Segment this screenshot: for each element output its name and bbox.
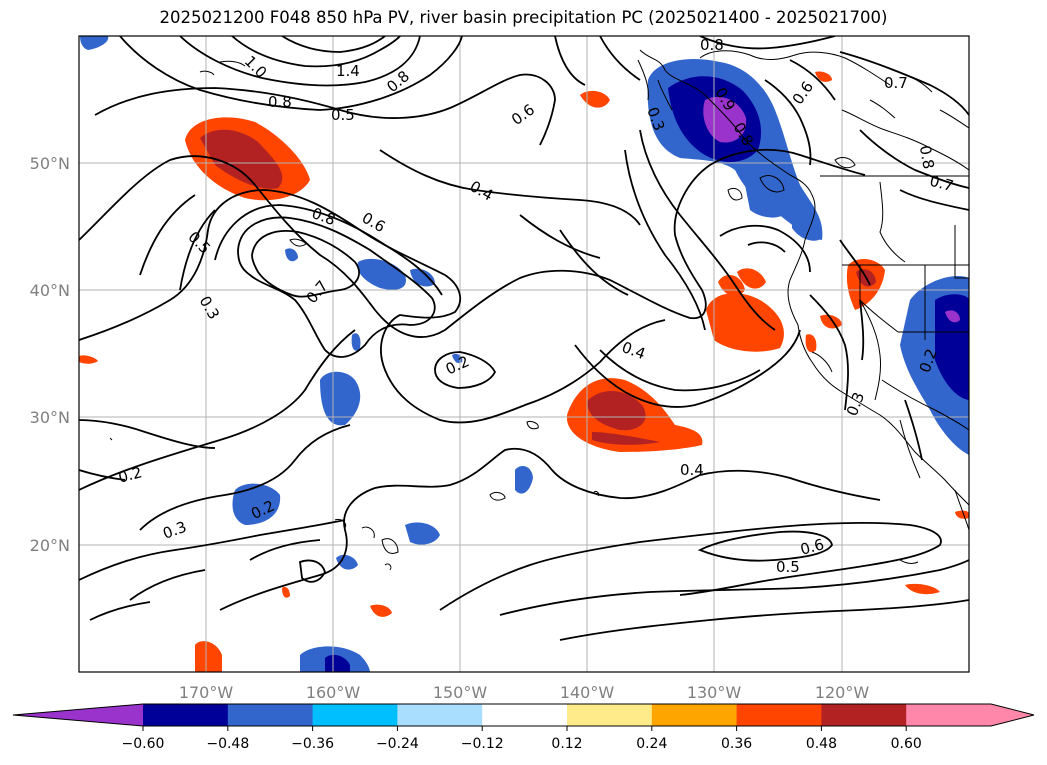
colorbar-segment	[821, 704, 907, 726]
lon-tick-label: 150°W	[433, 683, 488, 702]
colorbar-tick-label: 0.24	[636, 736, 667, 752]
map-frame	[78, 35, 970, 673]
colorbar-extend-low	[13, 704, 143, 726]
contour-label: 0.8	[916, 144, 938, 171]
colorbar-segment	[736, 704, 822, 726]
page-title: 2025021200 F048 850 hPa PV, river basin …	[159, 8, 888, 27]
contour-label: 0.8	[268, 93, 292, 111]
contour-label: 0.7	[884, 74, 908, 92]
colorbar-tick-label: −0.36	[291, 736, 334, 752]
colorbar-segment	[906, 704, 992, 726]
colorbar-tick-label: 0.60	[891, 736, 922, 752]
colorbar-segment	[651, 704, 738, 726]
lon-tick-label: 120°W	[815, 683, 870, 702]
colorbar-tick-label: −0.48	[206, 736, 249, 752]
lon-tick-label: 160°W	[306, 683, 361, 702]
colorbar-segment	[397, 704, 483, 726]
precip-field	[79, 36, 969, 672]
lat-tick-label: 50°N	[30, 154, 70, 173]
lat-tick-labels: 50°N 40°N 30°N 20°N	[30, 154, 70, 555]
colorbar-tick-label: −0.60	[122, 736, 165, 752]
contour-label: 0.5	[776, 558, 800, 576]
lon-tick-label: 130°W	[687, 683, 742, 702]
lon-tick-label: 170°W	[179, 683, 234, 702]
colorbar-tick-label: 0.12	[551, 736, 582, 752]
contour-label: 0.5	[331, 106, 355, 124]
lat-tick-label: 30°N	[30, 408, 70, 427]
pv-contours	[79, 36, 969, 641]
lon-tick-label: 140°W	[560, 683, 615, 702]
graticule	[79, 36, 969, 672]
colorbar-segment	[227, 704, 314, 726]
colorbar-segment	[482, 704, 568, 726]
colorbar-tick-label: −0.24	[376, 736, 419, 752]
colorbar-tick-label: 0.36	[721, 736, 752, 752]
contour-label: 0.4	[680, 461, 704, 479]
contour-label: 1.4	[336, 62, 360, 80]
lon-tick-labels: 170°W 160°W 150°W 140°W 130°W 120°W	[179, 683, 870, 702]
lat-tick-label: 40°N	[30, 281, 70, 300]
contour-label: 0.2	[116, 463, 144, 487]
contour-label: 0.8	[700, 36, 724, 54]
contour-label: 0.7	[928, 172, 956, 196]
contour-label: 0.6	[798, 535, 826, 559]
colorbar-segment	[312, 704, 398, 726]
colorbar-tick-label: −0.12	[461, 736, 504, 752]
colorbar-segment	[567, 704, 653, 726]
colorbar: −0.60 −0.48 −0.36 −0.24 −0.12 0.12 0.24 0.36 0.4…	[12, 703, 1035, 752]
colorbar-segment	[143, 704, 229, 726]
colorbar-tick-label: 0.48	[806, 736, 837, 752]
lat-tick-label: 20°N	[30, 536, 70, 555]
colorbar-extend-high	[991, 704, 1034, 726]
